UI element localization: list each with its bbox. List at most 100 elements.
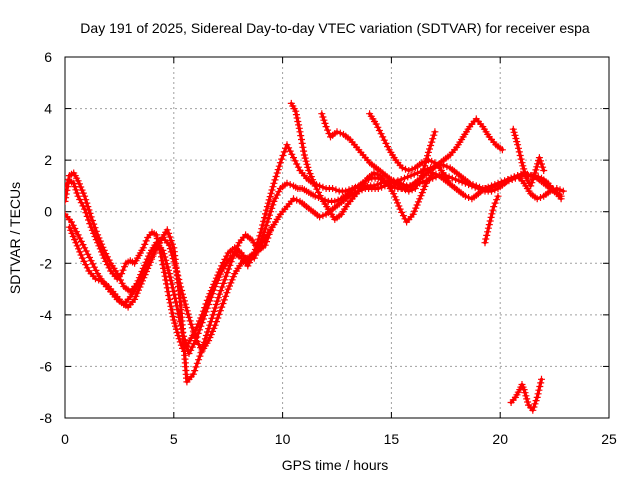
data-point-marker [501, 177, 509, 185]
data-point-marker [168, 280, 176, 288]
data-point-marker [201, 311, 209, 319]
data-point-marker [224, 285, 232, 293]
data-point-marker [452, 176, 460, 183]
data-point-marker [494, 192, 502, 200]
data-point-marker [192, 363, 200, 371]
data-point-marker [373, 170, 381, 178]
data-point-marker [292, 111, 300, 119]
data-point-marker [219, 279, 227, 287]
data-point-marker [489, 206, 497, 214]
data-point-marker [165, 295, 173, 303]
x-tick-label: 5 [170, 431, 178, 447]
data-point-marker [391, 193, 399, 201]
data-point-marker [79, 189, 87, 197]
data-point-marker [512, 135, 520, 142]
data-point-marker [207, 293, 215, 301]
data-point-marker [187, 346, 195, 354]
data-point-marker [225, 265, 233, 273]
data-point-marker [398, 164, 406, 172]
y-tick-labels: 6 4 2 0 -2 -4 -6 -8 [40, 49, 53, 426]
data-point-marker [182, 304, 190, 311]
data-point-marker [394, 199, 401, 207]
data-point-marker [280, 148, 288, 156]
data-point-marker [68, 218, 75, 226]
data-point-marker [210, 307, 218, 315]
data-point-marker [81, 244, 89, 252]
data-point-marker [268, 186, 276, 194]
series-trace-8 [481, 192, 502, 247]
data-point-marker [102, 250, 110, 258]
data-point-marker [301, 154, 309, 162]
data-point-marker [223, 289, 231, 297]
data-point-marker [557, 192, 565, 200]
data-point-marker [482, 235, 490, 243]
data-point-marker [214, 294, 222, 302]
data-point-marker [534, 390, 542, 398]
data-point-marker [382, 139, 390, 147]
data-point-marker [519, 162, 527, 170]
data-point-marker [69, 221, 77, 229]
data-point-marker [73, 189, 81, 197]
data-point-marker [91, 224, 99, 232]
tick-marks [64, 56, 610, 419]
data-point-marker [262, 210, 269, 218]
data-point-marker [274, 166, 282, 174]
data-point-marker [273, 191, 281, 199]
data-point-marker [86, 209, 94, 217]
data-point-marker [409, 210, 417, 218]
data-point-marker [262, 206, 270, 214]
data-point-marker [418, 172, 426, 180]
data-point-marker [142, 268, 150, 275]
data-point-marker [201, 335, 209, 343]
data-point-marker [520, 386, 528, 394]
data-point-marker [372, 120, 380, 128]
data-point-marker [161, 253, 169, 261]
data-point-marker [396, 205, 404, 213]
data-point-marker [82, 196, 90, 204]
data-point-marker [205, 301, 213, 308]
data-point-marker [209, 290, 216, 298]
data-point-marker [320, 116, 328, 124]
data-point-marker [401, 215, 409, 223]
data-point-marker [87, 257, 95, 265]
data-point-marker [185, 313, 193, 321]
data-point-marker [378, 183, 386, 191]
data-point-marker [377, 179, 384, 187]
data-point-marker [196, 326, 203, 334]
data-point-marker [294, 163, 302, 171]
data-point-marker [484, 183, 492, 191]
data-point-marker [384, 143, 392, 151]
data-point-marker [212, 279, 220, 287]
data-point-marker [103, 253, 111, 261]
data-point-marker [266, 211, 273, 219]
data-point-marker [316, 192, 324, 200]
data-point-marker [90, 220, 98, 228]
data-point-marker [83, 199, 91, 207]
data-point-marker [431, 128, 439, 136]
data-point-marker [133, 289, 141, 297]
data-point-marker [202, 308, 210, 316]
data-point-marker [170, 291, 178, 299]
data-point-marker [92, 275, 99, 283]
data-point-marker [218, 283, 226, 291]
data-point-marker [69, 233, 77, 240]
data-point-marker [283, 141, 291, 149]
data-point-marker [85, 206, 93, 214]
data-point-marker [319, 183, 327, 191]
data-point-marker [210, 286, 218, 294]
data-point-marker [522, 392, 530, 400]
data-point-marker [377, 130, 385, 138]
data-point-marker [153, 235, 161, 242]
data-point-marker [515, 148, 523, 156]
data-point-marker [265, 196, 273, 204]
data-point-marker [533, 195, 541, 203]
data-point-marker [73, 242, 81, 250]
data-point-marker [420, 186, 428, 193]
data-point-marker [234, 242, 242, 250]
data-point-marker [429, 135, 437, 143]
data-point-marker [322, 123, 330, 131]
data-point-marker [536, 383, 544, 390]
data-point-marker [268, 223, 276, 231]
data-point-marker [531, 400, 539, 408]
data-point-marker [401, 174, 408, 182]
